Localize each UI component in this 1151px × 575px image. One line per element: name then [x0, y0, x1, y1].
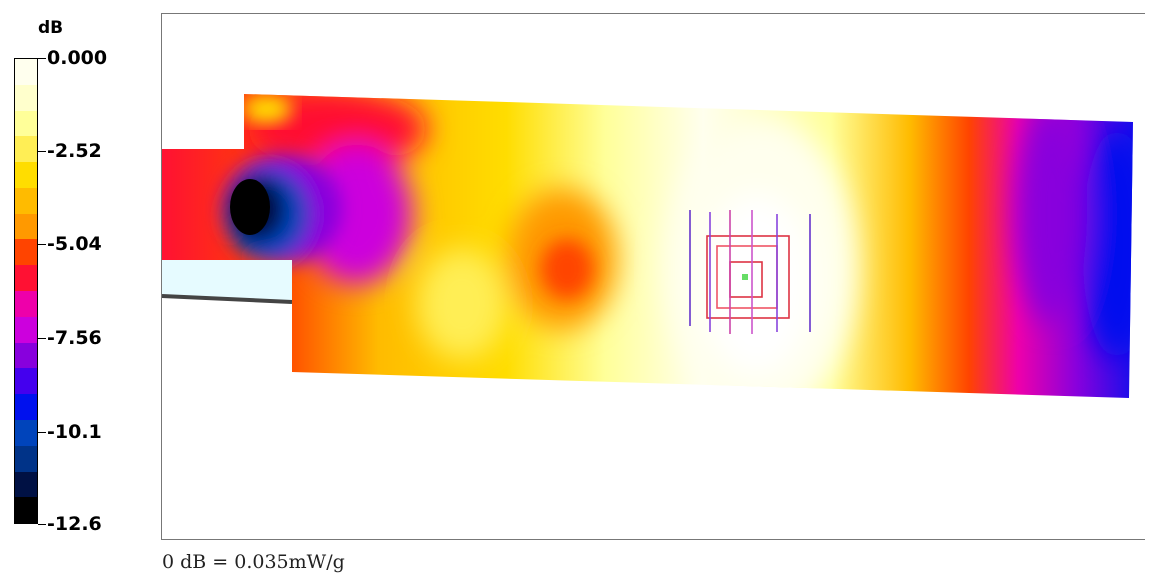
field-blob-purple-right — [1017, 104, 1087, 324]
sar-distribution-map — [162, 94, 1133, 398]
colorbar-tick-label: -7.56 — [47, 326, 102, 349]
colorbar-tick-label: 0.000 — [47, 47, 108, 69]
colorbar-band — [15, 471, 37, 498]
colorbar-tick-label: -2.52 — [47, 140, 102, 163]
probe-grid-markers — [689, 210, 811, 334]
colorbar-tick-label: -5.04 — [47, 233, 102, 256]
colorbar-band — [15, 497, 37, 524]
colorbar-tick-label: -12.6 — [47, 513, 102, 535]
colorbar-band — [15, 110, 37, 137]
colorbar-band — [15, 84, 37, 111]
colorbar-band — [15, 59, 37, 85]
colorbar-band — [15, 419, 37, 446]
field-blob-red-spot — [541, 239, 593, 299]
colorbar-band — [15, 239, 37, 266]
colorbar — [14, 58, 38, 524]
colorbar-band — [15, 368, 37, 395]
field-blob-minimum — [230, 179, 270, 235]
colorbar-tick-mark — [38, 431, 46, 433]
colorbar-band — [15, 342, 37, 369]
field-blob-hot — [702, 194, 812, 374]
colorbar-band — [15, 291, 37, 317]
colorbar-band — [15, 136, 37, 163]
colorbar-band — [15, 162, 37, 188]
colorbar-band — [15, 316, 37, 343]
colorbar-tick-mark — [38, 524, 46, 525]
reference-note: 0 dB = 0.035mW/g — [162, 551, 345, 573]
colorbar-band — [15, 265, 37, 292]
colorbar-tick-mark — [38, 244, 46, 246]
field-blob-yellow-top — [242, 94, 292, 124]
colorbar-tick-label: -10.1 — [47, 420, 102, 443]
colorbar-tick-mark — [38, 151, 46, 153]
colorbar-unit-label: dB — [38, 18, 64, 38]
colorbar-tick-mark — [38, 337, 46, 339]
field-blob-blue-right — [1082, 129, 1133, 359]
field-blob-yellow-left — [417, 249, 507, 359]
phantom-edge-line — [162, 294, 293, 304]
colorbar-band — [15, 394, 37, 420]
colorbar-band — [15, 187, 37, 214]
colorbar-band — [15, 445, 37, 472]
plot-area — [161, 13, 1145, 540]
colorbar-tick-mark — [38, 58, 46, 59]
colorbar-band — [15, 213, 37, 240]
